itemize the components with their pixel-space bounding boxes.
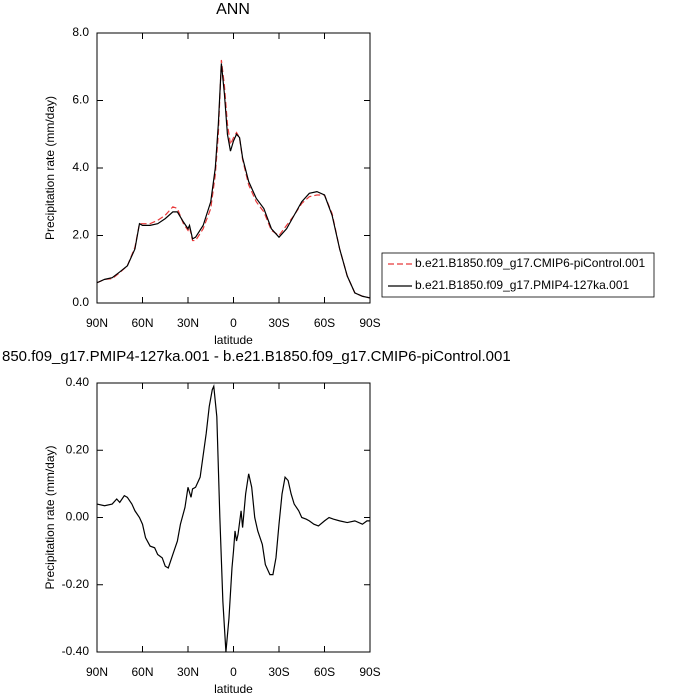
chart-title: 850.f09_g17.PMIP4-127ka.001 - b.e21.B185… [2,348,511,365]
y-tick-label: 0.0 [72,295,89,309]
x-tick-label: 30N [177,316,199,330]
chart-title: ANN [216,1,250,18]
y-tick-label: -0.20 [62,577,90,591]
x-tick-label: 60N [131,316,153,330]
data-line [96,59,371,299]
legend-label: b.e21.B1850.f09_g17.CMIP6-piControl.001 [415,256,645,270]
x-axis-label: latitude [214,333,253,347]
x-tick-label: 60S [314,316,335,330]
legend-label: b.e21.B1850.f09_g17.PMIP4-127ka.001 [415,278,629,292]
x-tick-label: 30N [177,665,199,679]
x-tick-label: 30S [268,316,289,330]
y-tick-label: 0.20 [66,442,90,456]
y-tick-label: 4.0 [72,160,89,174]
legend-box [381,252,655,298]
y-tick-label: 2.0 [72,228,89,242]
legend: b.e21.B1850.f09_g17.CMIP6-piControl.001b… [381,252,655,298]
y-tick-label: 0.40 [66,375,90,389]
x-tick-label: 90S [359,316,380,330]
plot-frame [96,32,371,304]
x-tick-label: 30S [268,665,289,679]
y-axis-label: Precipitation rate (mm/day) [43,96,57,240]
y-tick-label: -0.40 [62,644,90,658]
x-axis-label: latitude [214,682,253,696]
y-tick-label: 0.00 [66,510,90,524]
x-tick-label: 90S [359,665,380,679]
data-line [96,63,371,299]
x-tick-label: 60S [314,665,335,679]
x-tick-label: 90N [86,665,108,679]
data-line [96,384,370,653]
x-tick-label: 0 [230,316,237,330]
x-tick-label: 90N [86,316,108,330]
y-tick-label: 8.0 [72,25,89,39]
x-tick-label: 60N [131,665,153,679]
y-axis-label: Precipitation rate (mm/day) [43,445,57,589]
x-tick-label: 0 [230,665,237,679]
y-tick-label: 6.0 [72,93,89,107]
